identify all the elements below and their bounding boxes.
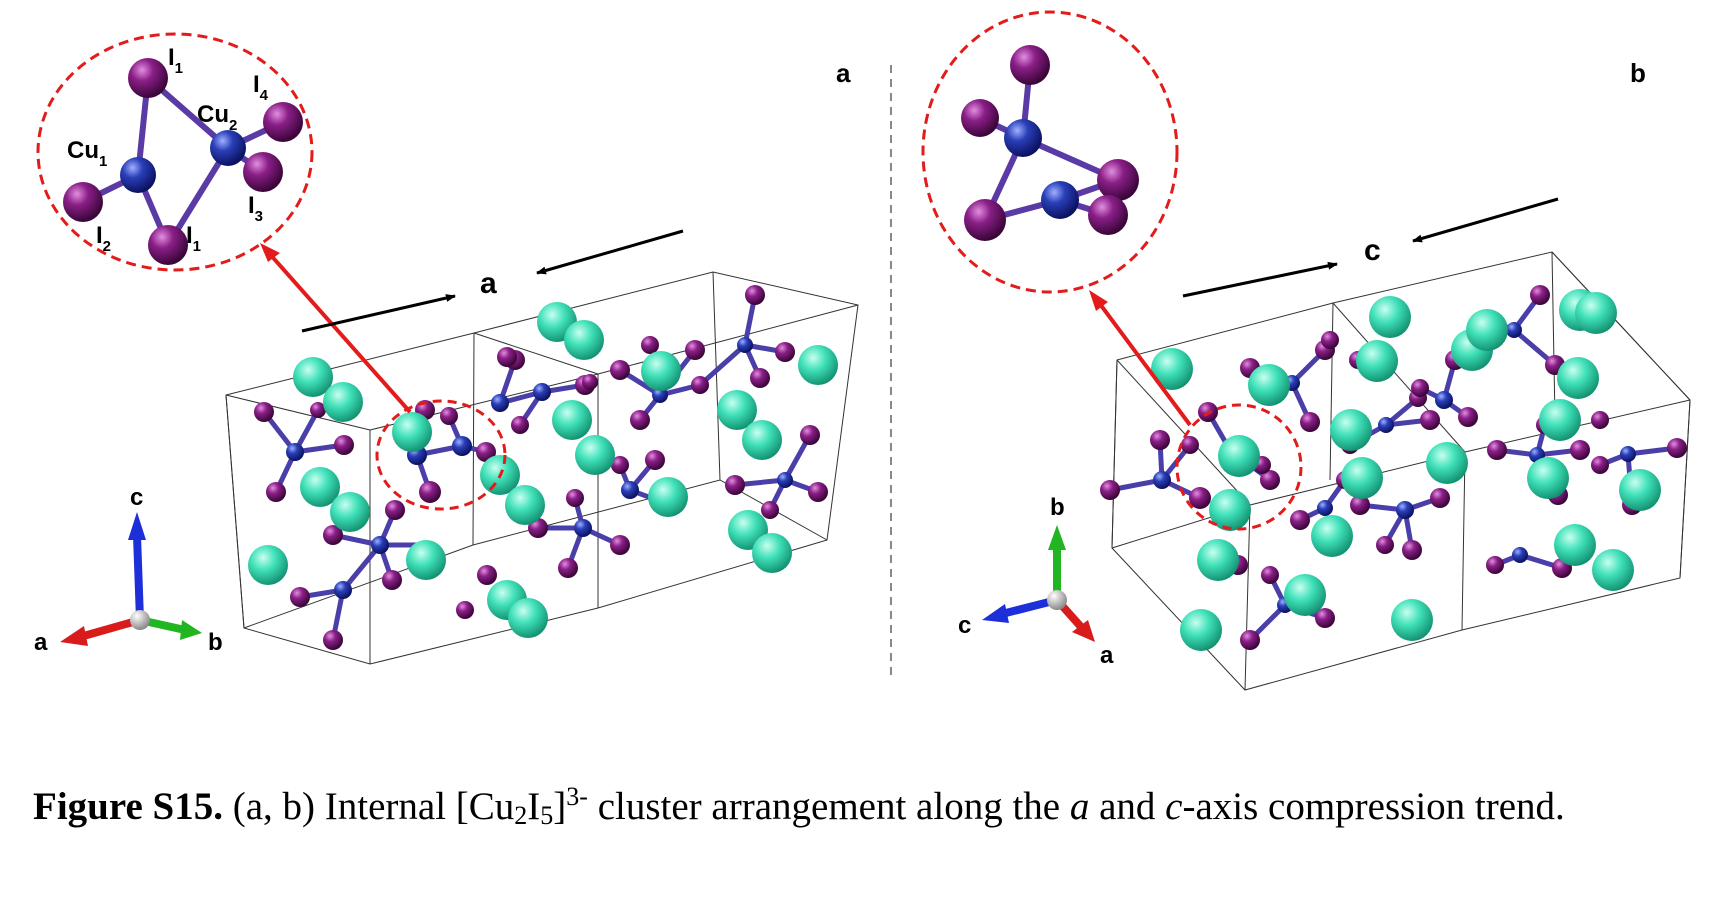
figure-number: Figure S15. [33,785,223,828]
inset-label-i4: I4 [253,71,269,104]
cluster-inset-a: I1 I4 Cu2 Cu1 I3 I2 I1 [36,32,314,272]
figure-caption: Figure S15. (a, b) Internal [Cu2I5]3- cl… [33,782,1693,832]
panel-a: a [34,32,859,665]
caption-formula: [Cu2I5]3- [455,782,588,830]
compression-arrows-a [301,229,684,333]
caption-text-3: and [1099,785,1156,828]
caption-text-1: Internal [324,785,447,828]
caption-axis-c-group: c-axis compression trend. [1165,785,1565,828]
inset-label-cu1: Cu1 [67,137,107,170]
inset-label-cu2: Cu2 [197,101,237,134]
pointer-arrow-a [260,243,412,414]
caption-axis-a: a [1069,785,1090,828]
copper-atoms-b [1153,322,1636,613]
inset-label-i2: I2 [96,222,111,255]
highlight-circle-b [1175,403,1303,531]
svg-text:a: a [1100,642,1114,669]
inset-label-i1-top: I1 [168,44,183,77]
cation-spheres-b [1151,289,1661,651]
svg-text:c: c [130,484,143,511]
axis-triad-a: c a b [34,484,223,656]
panel-a-label: a [836,58,851,88]
direction-label-a: a [480,267,497,300]
pointer-arrow-b [1089,290,1192,427]
svg-text:a: a [34,629,48,656]
copper-atoms-a [286,337,793,599]
svg-text:b: b [208,629,223,656]
inset-label-i1-bottom: I1 [186,222,201,255]
caption-panels: (a, b) [232,785,316,828]
panel-b-label: b [1630,58,1646,88]
highlight-circle-a [375,399,507,511]
cation-spheres-a [248,302,838,638]
iodine-atoms-b [1100,285,1687,650]
panel-b: b [921,10,1691,691]
figure-s15-illustration: a [34,10,1691,691]
caption-text-2: cluster arrangement along the [597,785,1061,828]
iodine-atoms-a [254,285,828,650]
compression-arrows-b [1182,197,1559,298]
inset-label-i3: I3 [248,192,263,225]
cluster-inset-b [921,10,1179,294]
svg-text:c: c [958,612,971,639]
direction-label-b: c [1364,234,1381,267]
svg-text:b: b [1050,494,1065,521]
axis-triad-b: b c a [958,494,1114,669]
